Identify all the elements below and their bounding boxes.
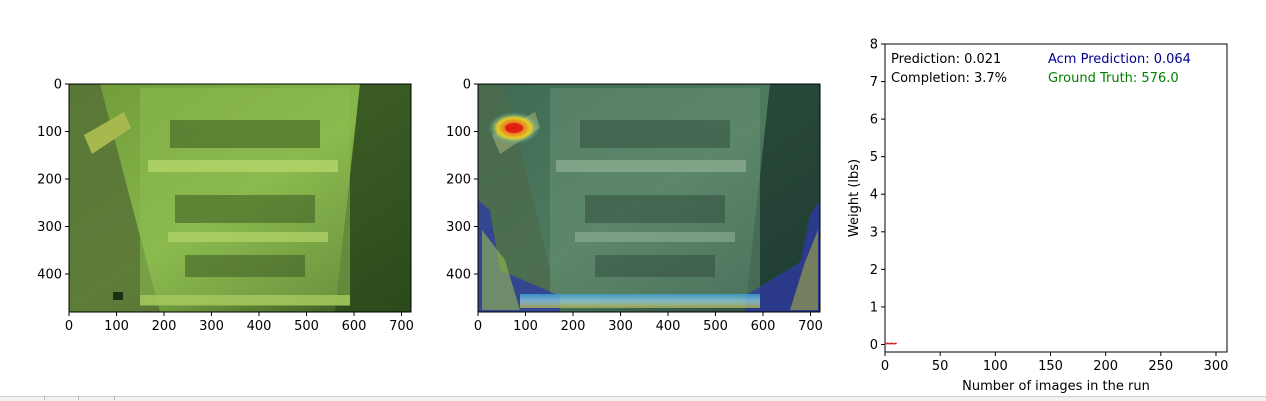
- x-ticks-2: 0 100 200 300 400 500 600 700: [474, 312, 823, 334]
- series-point: [891, 343, 893, 345]
- y-tick-label: 0: [54, 78, 62, 93]
- y-ticks-1: 0 100 200 300 400: [37, 78, 69, 283]
- x-tick-label: 0: [474, 319, 482, 334]
- x-tick-label: 700: [798, 319, 823, 334]
- x-tick-label: 100: [104, 319, 129, 334]
- y-tick-label: 200: [446, 173, 471, 188]
- x-tick-label: 400: [247, 319, 272, 334]
- series-point: [889, 343, 891, 345]
- series-point: [884, 343, 886, 345]
- acm-prediction-annotation: Acm Prediction: 0.064: [1048, 52, 1191, 67]
- x-tick-label: 700: [389, 319, 414, 334]
- image-panel-2: 0 100 200 300 400 500 600 700 0 100 200 300 400: [446, 78, 823, 335]
- x-tick-label: 200: [152, 319, 177, 334]
- x-tick-label: 0: [65, 319, 73, 334]
- x-tick-label: 100: [513, 319, 538, 334]
- y-tick-label: 4: [870, 188, 878, 203]
- y-tick-label: 0: [870, 338, 878, 353]
- line-chart: 0 50 100 150 200 250 300 0 1 2 3 4 5 6 7 8 Number of i…: [847, 38, 1228, 395]
- x-tick-label: 500: [703, 319, 728, 334]
- y-tick-label: 5: [870, 150, 878, 165]
- y-tick-label: 200: [37, 173, 62, 188]
- y-tick-label: 0: [463, 78, 471, 93]
- toolbar-tab[interactable]: [78, 396, 115, 400]
- x-tick-label: 200: [1093, 359, 1118, 374]
- y-tick-label: 6: [870, 113, 878, 128]
- x-tick-label: 500: [294, 319, 319, 334]
- y-tick-label: 100: [37, 125, 62, 140]
- x-tick-label: 250: [1148, 359, 1173, 374]
- y-tick-label: 7: [870, 75, 878, 90]
- y-tick-label: 1: [870, 300, 878, 315]
- series-point: [893, 343, 895, 345]
- toolbar-tab[interactable]: [44, 396, 79, 400]
- x-tick-label: 0: [881, 359, 889, 374]
- y-tick-label: 100: [446, 125, 471, 140]
- y-tick-label: 400: [37, 268, 62, 283]
- y-tick-label: 300: [37, 220, 62, 235]
- series-point: [895, 343, 897, 345]
- x-tick-label: 100: [983, 359, 1008, 374]
- chart-x-ticks: 0 50 100 150 200 250 300: [881, 352, 1229, 374]
- bottom-toolbar-strip: [0, 396, 1266, 401]
- y-axis-label: Weight (lbs): [847, 159, 862, 237]
- ground-truth-annotation: Ground Truth: 576.0: [1048, 71, 1179, 86]
- x-tick-label: 600: [342, 319, 367, 334]
- plot-area: [885, 44, 1227, 352]
- chart-y-ticks: 0 1 2 3 4 5 6 7 8: [870, 38, 885, 353]
- x-axis-label: Number of images in the run: [962, 379, 1150, 394]
- prediction-annotation: Prediction: 0.021: [891, 52, 1001, 67]
- y-tick-label: 400: [446, 268, 471, 283]
- y-tick-label: 300: [446, 220, 471, 235]
- y-tick-label: 3: [870, 225, 878, 240]
- toolbar-tab[interactable]: [0, 396, 45, 400]
- x-tick-label: 600: [751, 319, 776, 334]
- y-ticks-2: 0 100 200 300 400: [446, 78, 478, 283]
- x-tick-label: 300: [199, 319, 224, 334]
- x-tick-label: 300: [608, 319, 633, 334]
- x-tick-label: 200: [561, 319, 586, 334]
- y-tick-label: 2: [870, 263, 878, 278]
- x-ticks-1: 0 100 200 300 400 500 600 700: [65, 312, 414, 334]
- x-tick-label: 400: [656, 319, 681, 334]
- photo-1: [69, 84, 411, 312]
- image-panel-1: 0 100 200 300 400 500 600 700 0 100 200 300 400: [37, 78, 414, 335]
- x-tick-label: 150: [1038, 359, 1063, 374]
- completion-annotation: Completion: 3.7%: [891, 71, 1007, 86]
- x-tick-label: 50: [932, 359, 949, 374]
- chart-series: [884, 343, 897, 345]
- y-tick-label: 8: [870, 38, 878, 53]
- x-tick-label: 300: [1204, 359, 1229, 374]
- series-point: [886, 343, 888, 345]
